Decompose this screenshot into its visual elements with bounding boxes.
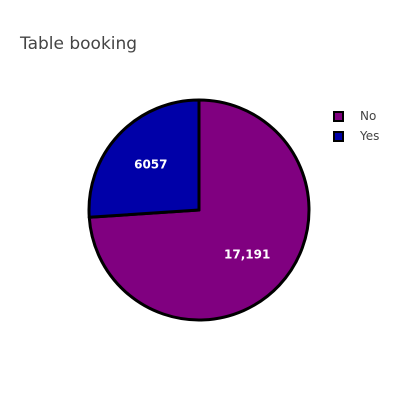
legend: No Yes: [333, 106, 379, 146]
legend-label-no: No: [360, 109, 377, 123]
slice-label-no: 17,191: [224, 248, 270, 262]
legend-swatch-yes: [333, 130, 344, 142]
slice-label-yes: 6057: [134, 157, 167, 171]
legend-item-yes[interactable]: Yes: [333, 126, 379, 146]
legend-swatch-no: [333, 110, 344, 122]
pie-slice-yes[interactable]: [87, 98, 201, 219]
legend-item-no[interactable]: No: [333, 106, 379, 126]
legend-label-yes: Yes: [360, 129, 380, 143]
chart-title: Table booking: [20, 34, 138, 54]
